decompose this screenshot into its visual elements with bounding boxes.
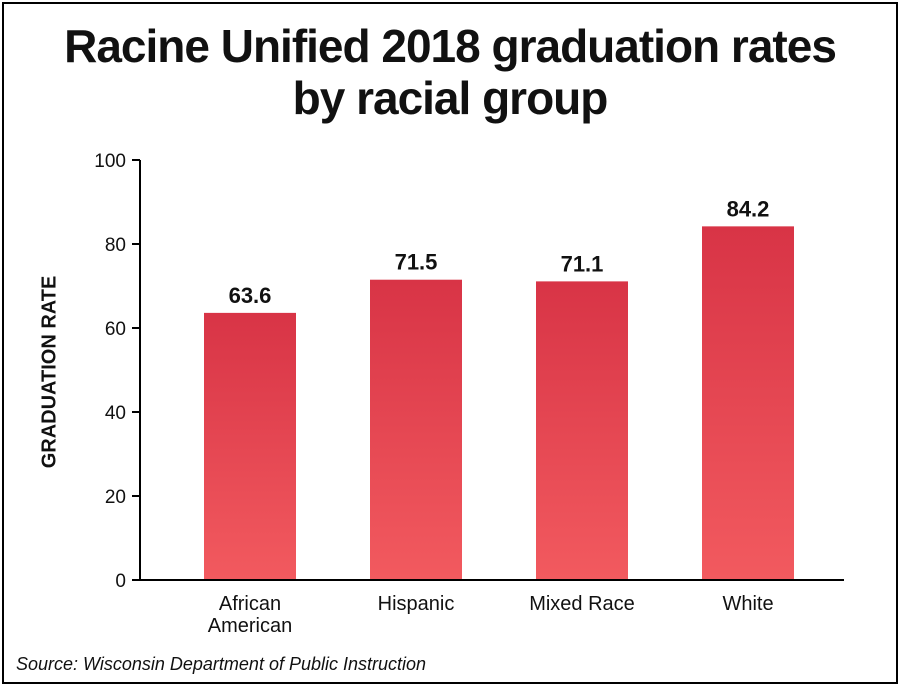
bar bbox=[204, 312, 296, 580]
y-tick-label: 60 bbox=[105, 319, 126, 340]
bar-value-label: 71.1 bbox=[561, 251, 604, 276]
bar bbox=[370, 279, 462, 580]
chart-title-line-1: Racine Unified 2018 graduation rates bbox=[64, 20, 837, 72]
y-tick-label: 100 bbox=[94, 151, 126, 172]
y-tick-label: 80 bbox=[105, 235, 126, 256]
x-category-label: Hispanic bbox=[378, 593, 455, 615]
bar bbox=[702, 226, 794, 581]
x-category-label: African American bbox=[208, 593, 292, 637]
x-category-label: Mixed Race bbox=[529, 593, 635, 615]
bar-chart-plot: 63.6 71.5 71.1 84.2 0 20 40 60 80 100 African Amer… bbox=[94, 151, 844, 637]
bar-value-label: 63.6 bbox=[229, 283, 272, 308]
x-category-label: White bbox=[722, 593, 773, 615]
bars-group: 63.6 71.5 71.1 84.2 bbox=[204, 196, 794, 581]
y-tick-label: 40 bbox=[105, 403, 126, 424]
source-note: Source: Wisconsin Department of Public I… bbox=[16, 654, 427, 674]
y-tick-label: 0 bbox=[115, 571, 126, 592]
chart-title-line-2: by racial group bbox=[292, 72, 609, 124]
bar bbox=[536, 281, 628, 580]
axes-group: 0 20 40 60 80 100 African American Hispanic Mixed… bbox=[94, 151, 844, 637]
bar-value-label: 84.2 bbox=[727, 196, 770, 221]
y-tick-label: 20 bbox=[105, 487, 126, 508]
chart-title: Racine Unified 2018 graduation rates by … bbox=[4, 20, 896, 124]
bar-value-label: 71.5 bbox=[395, 250, 438, 275]
